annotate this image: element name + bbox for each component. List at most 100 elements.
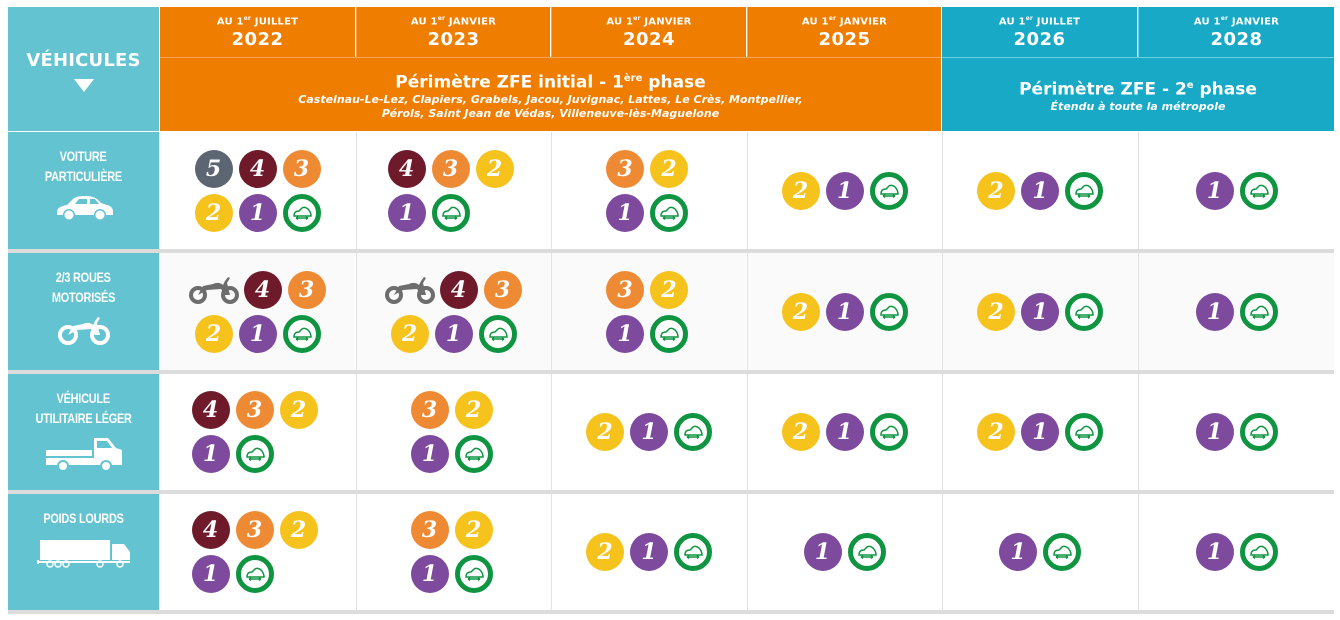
critair-3-badge: 3	[235, 511, 274, 549]
critair-1-badge: 1	[238, 314, 277, 353]
critair-electric-badge	[1065, 413, 1103, 451]
allowed-critair-cell: 1	[1138, 374, 1334, 490]
critair-electric-badge	[847, 533, 886, 571]
critair-electric-badge	[869, 413, 908, 451]
critair-4-badge: 4	[243, 270, 282, 309]
critair-electric-badge	[431, 193, 470, 232]
date-header-2023: AU 1er JANVIER 2023	[356, 7, 550, 57]
critair-2-badge: 2	[194, 193, 233, 232]
critair-3-badge: 3	[431, 149, 470, 188]
critair-3-badge: 3	[410, 511, 449, 549]
phase-2-header: Périmètre ZFE - 2e phase Étendu à toute …	[942, 58, 1334, 131]
critair-badge-group: 1	[996, 530, 1084, 574]
allowed-critair-cell: 1	[942, 494, 1137, 610]
critair-badge-group: 1	[1193, 530, 1281, 574]
phase-1-title: Périmètre ZFE initial - 1ère phase	[395, 72, 706, 93]
vehicles-header-label: VÉHICULES	[26, 50, 141, 71]
critair-1-badge: 1	[606, 193, 644, 232]
critair-electric-badge	[454, 555, 493, 593]
header-divider	[942, 57, 1334, 58]
critair-electric-badge	[869, 292, 908, 331]
year-label: 2028	[1210, 28, 1263, 50]
critair-1-badge: 1	[1195, 533, 1234, 571]
allowed-critair-cell: 1	[747, 494, 941, 610]
critair-3-badge: 3	[235, 391, 274, 429]
critair-1-badge: 1	[1195, 171, 1234, 210]
critair-electric-badge	[478, 314, 517, 353]
row-separator	[8, 249, 1334, 253]
critair-2-badge: 2	[279, 391, 318, 429]
critair-electric-badge	[282, 314, 321, 353]
vehicle-type-label: VÉHICULE UTILITAIRE LÉGER	[8, 374, 159, 490]
date-header-2022: AU 1er JUILLET 2022	[160, 7, 355, 57]
critair-4-badge: 4	[191, 391, 230, 429]
critair-1-badge: 1	[825, 292, 864, 331]
phase-1-communes-line-2: Pérols, Saint Jean de Védas, Villeneuve-…	[381, 107, 720, 121]
critair-1-badge: 1	[606, 314, 644, 353]
critair-electric-badge	[1065, 171, 1103, 210]
critair-badge-group: 1	[1193, 290, 1281, 334]
critair-electric-badge	[1065, 292, 1103, 331]
critair-electric-badge	[650, 193, 688, 232]
row-separator	[8, 131, 1334, 132]
critair-3-badge: 3	[282, 149, 321, 188]
critair-1-badge: 1	[387, 193, 426, 232]
vehicle-type-label: VOITURE PARTICULIÈRE	[8, 132, 159, 249]
critair-1-badge: 1	[1195, 413, 1234, 451]
year-label: 2022	[231, 28, 284, 50]
date-header-2026: AU 1er JUILLET 2026	[942, 7, 1137, 57]
vehicle-type-label: 2/3 ROUES MOTORISÉS	[8, 253, 159, 370]
critair-4-badge: 4	[439, 270, 478, 309]
critair-1-badge: 1	[238, 193, 277, 232]
critair-2-badge: 2	[650, 270, 688, 309]
critair-1-badge: 1	[803, 533, 842, 571]
critair-2-badge: 2	[475, 149, 514, 188]
critair-3-badge: 3	[483, 270, 522, 309]
allowed-critair-cell: 1	[1138, 132, 1334, 249]
critair-2-badge: 2	[977, 413, 1015, 451]
header-divider	[160, 57, 941, 58]
phase-2-subtitle: Étendu à toute la métropole	[1050, 100, 1226, 114]
critair-3-badge: 3	[606, 270, 644, 309]
critair-1-badge: 1	[191, 435, 230, 473]
critair-electric-badge	[674, 413, 712, 451]
row-separator	[8, 610, 1334, 614]
date-header-2028: AU 1er JANVIER 2028	[1138, 7, 1334, 57]
critair-electric-badge	[282, 193, 321, 232]
critair-1-badge: 1	[630, 413, 668, 451]
phase-2-title: Périmètre ZFE - 2e phase	[1019, 79, 1257, 100]
critair-2-badge: 2	[586, 533, 624, 571]
year-label: 2023	[427, 28, 480, 50]
critair-1-badge: 1	[825, 413, 864, 451]
down-triangle-icon	[73, 79, 94, 92]
critair-electric-badge	[1239, 533, 1278, 571]
critair-1-badge: 1	[1021, 292, 1059, 331]
critair-electric-badge	[454, 435, 493, 473]
critair-1-badge: 1	[410, 435, 449, 473]
phase-1-header: Périmètre ZFE initial - 1ère phase Caste…	[160, 58, 941, 131]
vehicle-type-text: MOTORISÉS	[51, 289, 116, 305]
critair-electric-badge	[674, 533, 712, 571]
